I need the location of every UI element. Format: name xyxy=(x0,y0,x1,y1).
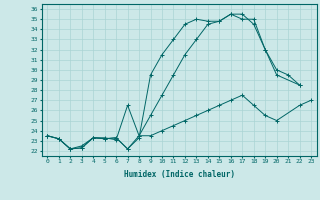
X-axis label: Humidex (Indice chaleur): Humidex (Indice chaleur) xyxy=(124,170,235,179)
